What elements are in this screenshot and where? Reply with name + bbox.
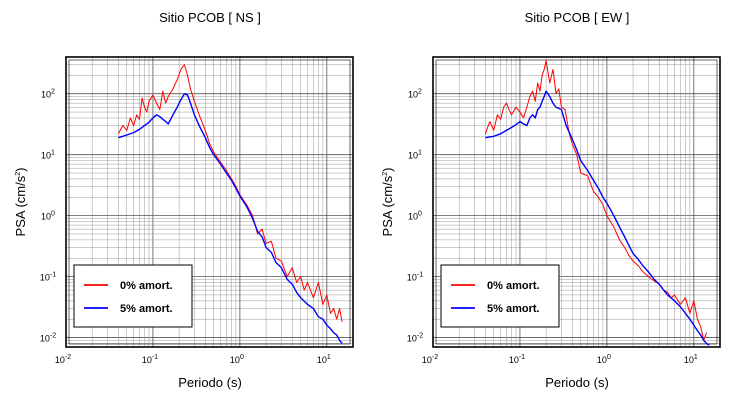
panel-ns-ytick-exp: -2 bbox=[50, 333, 56, 340]
panel-ew-xtick-label: 10-2 bbox=[422, 354, 438, 365]
panel-ew-xtick-exp: -1 bbox=[519, 354, 525, 361]
panel-ew-ylabel: PSA (cm/s2) bbox=[380, 168, 395, 237]
panel-ns-ylabel-text: PSA (cm/s bbox=[13, 175, 28, 236]
panel-ew-xtick-label: 100 bbox=[597, 354, 611, 365]
panel-ns-xtick-base: 10 bbox=[317, 355, 327, 365]
panel-ns-legend-label: 0% amort. bbox=[120, 280, 173, 292]
panel-ns-xtick-base: 10 bbox=[142, 355, 152, 365]
panel-ew-ylabel-close: ) bbox=[380, 168, 395, 172]
panel-ns-ytick-base: 10 bbox=[40, 334, 50, 344]
panel-ns-ytick-exp: 2 bbox=[51, 89, 55, 96]
panel-ns-legend-box bbox=[73, 264, 193, 328]
panel-ns-xtick-base: 10 bbox=[55, 355, 65, 365]
panel-ew: Sitio PCOB [ EW ] 10-2 10-1 100 10110-210-1… bbox=[380, 10, 721, 390]
panel-ns-xtick-label: 10-1 bbox=[142, 354, 158, 365]
panel-ew-ytick-label: 10-2 bbox=[407, 333, 423, 344]
panel-ns-ytick-exp: 0 bbox=[51, 211, 55, 218]
panel-ew-xtick-base: 10 bbox=[684, 355, 694, 365]
panel-ns-legend: 0% amort. 5% amort. bbox=[73, 264, 193, 328]
panel-ew-ytick-base: 10 bbox=[407, 273, 417, 283]
panel-ns-xtick-label: 101 bbox=[317, 354, 331, 365]
panel-ew-xtick-base: 10 bbox=[509, 355, 519, 365]
panel-ns-xtick-exp: 1 bbox=[327, 354, 331, 361]
panel-ns-legend-label: 5% amort. bbox=[120, 303, 173, 315]
panel-ew-ytick-exp: -1 bbox=[417, 272, 423, 279]
panel-ew-series-blue bbox=[485, 90, 710, 346]
panel-ns-ytick-base: 10 bbox=[41, 90, 51, 100]
panel-ew-ytick-base: 10 bbox=[407, 334, 417, 344]
panel-ew-xtick-base: 10 bbox=[422, 355, 432, 365]
panel-ns-frame-inner bbox=[68, 59, 351, 345]
panel-ns-xtick-label: 100 bbox=[230, 354, 244, 365]
panel-ns-xtick-base: 10 bbox=[230, 355, 240, 365]
panel-ew-ytick-label: 100 bbox=[408, 211, 422, 222]
panel-ew-title: Sitio PCOB [ EW ] bbox=[525, 10, 630, 25]
panel-ns-series-red bbox=[117, 64, 343, 323]
panel-ew-xlabel: Periodo (s) bbox=[545, 375, 609, 390]
panel-ns: Sitio PCOB [ NS ] 10-2 10-1 100 10110-210-1… bbox=[13, 10, 354, 390]
panel-ns-ytick-label: 10-2 bbox=[40, 333, 56, 344]
panel-ns-ytick-label: 10-1 bbox=[40, 272, 56, 283]
panel-ew-ytick-base: 10 bbox=[408, 90, 418, 100]
panel-ew-ytick-exp: 2 bbox=[418, 89, 422, 96]
panel-ns-ytick-exp: 1 bbox=[51, 150, 55, 157]
panel-ew-xtick-base: 10 bbox=[597, 355, 607, 365]
panel-ns-ytick-label: 101 bbox=[41, 150, 55, 161]
panel-ns-frame bbox=[65, 56, 354, 348]
panel-ew-frame bbox=[432, 56, 721, 348]
panel-ew-ytick-exp: -2 bbox=[417, 333, 423, 340]
panel-ew-ytick-base: 10 bbox=[408, 151, 418, 161]
panel-ew-ylabel-exp: 2 bbox=[382, 172, 389, 176]
panel-ns-ytick-exp: -1 bbox=[50, 272, 56, 279]
panel-ew-xtick-label: 10-1 bbox=[509, 354, 525, 365]
panel-ew-ylabel-text: PSA (cm/s bbox=[380, 175, 395, 236]
panel-ew-legend-label: 5% amort. bbox=[487, 303, 540, 315]
panel-ew-legend-box bbox=[440, 264, 560, 328]
panel-ns-ylabel: PSA (cm/s2) bbox=[13, 168, 28, 237]
panel-ns-xtick-exp: 0 bbox=[240, 354, 244, 361]
panel-ew-ytick-base: 10 bbox=[408, 212, 418, 222]
panel-ns-ytick-base: 10 bbox=[40, 273, 50, 283]
panel-ew-xtick-exp: 1 bbox=[694, 354, 698, 361]
panel-ew-ytick-exp: 1 bbox=[418, 150, 422, 157]
panel-ew-xtick-label: 101 bbox=[684, 354, 698, 365]
panel-ew-ytick-label: 101 bbox=[408, 150, 422, 161]
panel-ns-xlabel: Periodo (s) bbox=[178, 375, 242, 390]
panel-ew-series-red bbox=[484, 60, 707, 341]
panel-ew-ytick-exp: 0 bbox=[418, 211, 422, 218]
panel-ew-xtick-exp: -2 bbox=[432, 354, 438, 361]
panel-ew-legend: 0% amort. 5% amort. bbox=[440, 264, 560, 328]
panel-ns-ylabel-exp: 2 bbox=[15, 172, 22, 176]
panel-ns-ytick-label: 100 bbox=[41, 211, 55, 222]
panel-ns-xtick-label: 10-2 bbox=[55, 354, 71, 365]
panel-ns-ytick-base: 10 bbox=[41, 151, 51, 161]
panel-ew-ytick-label: 10-1 bbox=[407, 272, 423, 283]
panel-ns-ylabel-close: ) bbox=[13, 168, 28, 172]
panel-ns-title: Sitio PCOB [ NS ] bbox=[159, 10, 261, 25]
panel-ew-ytick-label: 102 bbox=[408, 89, 422, 100]
panel-ew-frame-inner bbox=[435, 59, 718, 345]
panel-ns-xtick-exp: -1 bbox=[152, 354, 158, 361]
panel-ns-series-blue bbox=[118, 92, 343, 344]
panel-ns-ytick-label: 102 bbox=[41, 89, 55, 100]
panel-ns-xtick-exp: -2 bbox=[65, 354, 71, 361]
panel-ew-xtick-exp: 0 bbox=[607, 354, 611, 361]
panel-ew-legend-label: 0% amort. bbox=[487, 280, 540, 292]
panel-ns-ytick-base: 10 bbox=[41, 212, 51, 222]
